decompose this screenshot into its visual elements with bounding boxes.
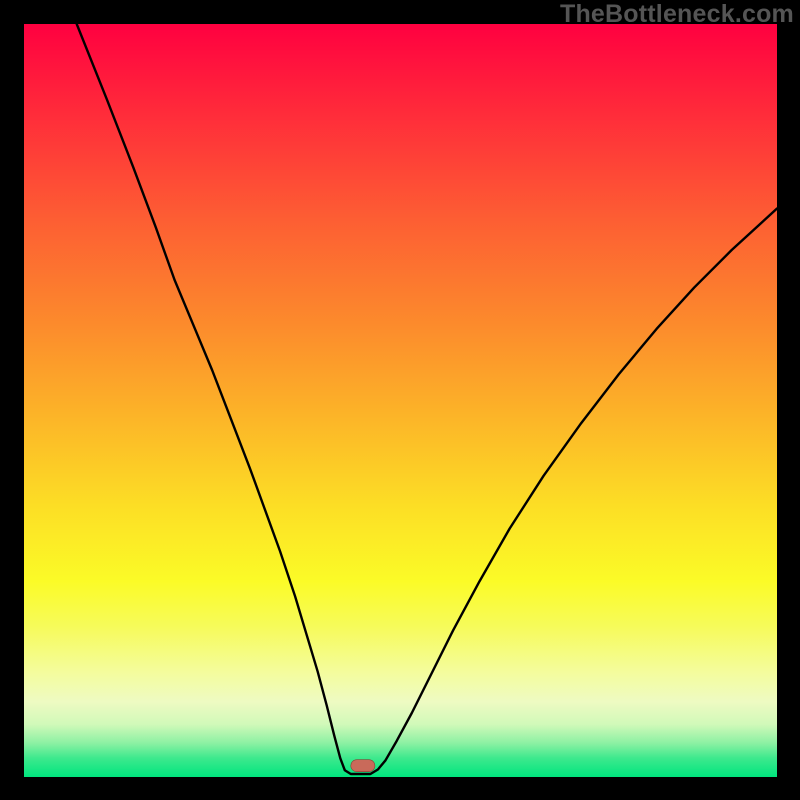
bottleneck-chart <box>24 24 777 777</box>
minimum-marker <box>351 760 375 772</box>
gradient-background <box>24 24 777 777</box>
chart-frame: TheBottleneck.com <box>0 0 800 800</box>
watermark-text: TheBottleneck.com <box>560 0 794 29</box>
